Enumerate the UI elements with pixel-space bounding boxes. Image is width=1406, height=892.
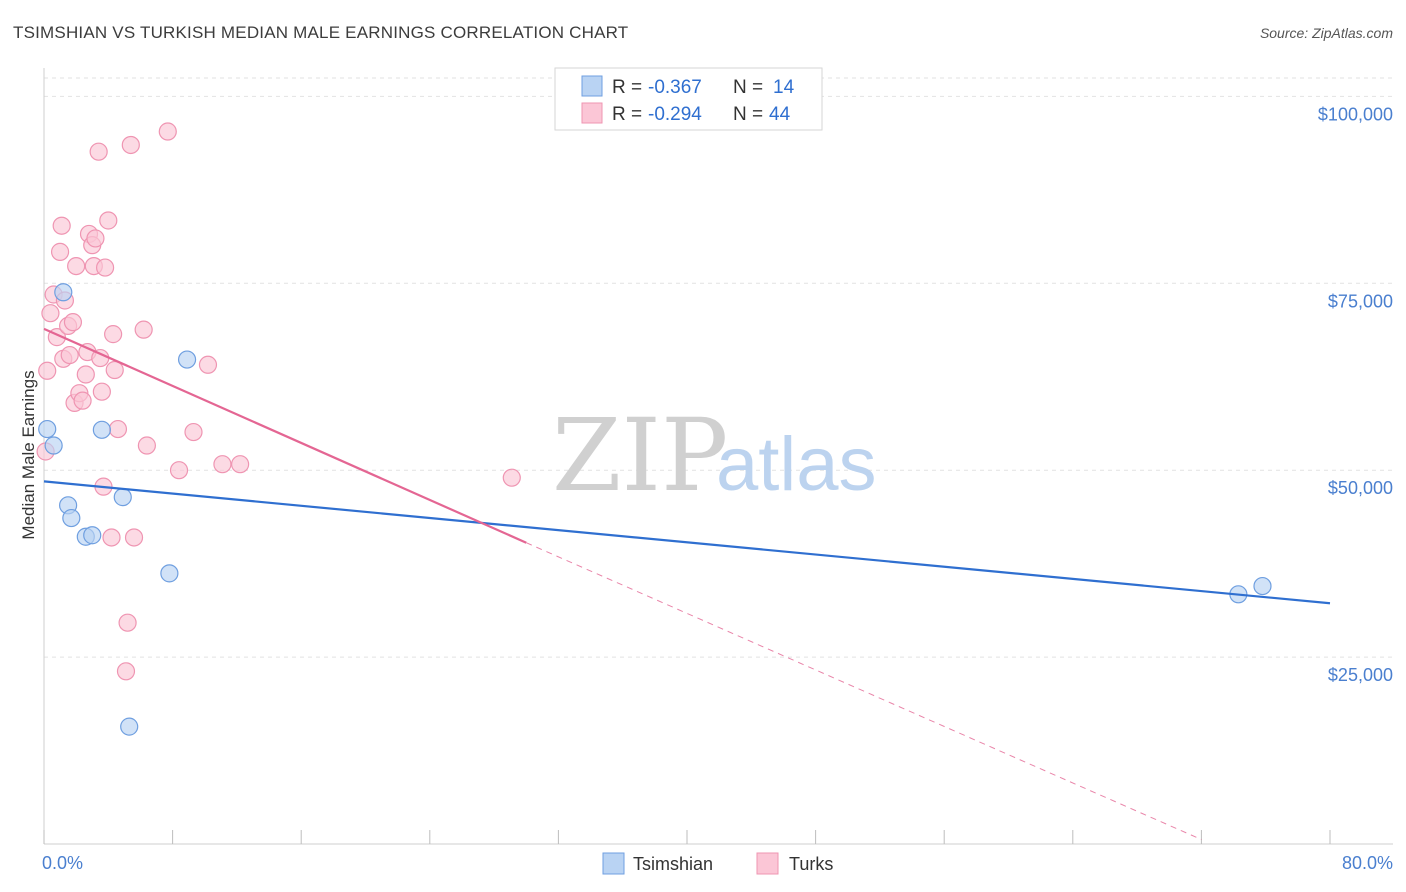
bottom-legend-swatch-turks <box>756 852 779 875</box>
legend-swatch-tsimshian <box>581 75 603 97</box>
turks-point <box>76 365 95 384</box>
turks-point <box>50 242 70 261</box>
tsimshian-point <box>177 350 197 369</box>
tsimshian-point <box>44 436 63 455</box>
y-tick-label-50000: $50,000 <box>1328 478 1393 498</box>
turks-point <box>95 258 115 277</box>
y-axis-label: Median Male Earnings <box>19 370 38 539</box>
tsimshian-point <box>120 717 139 736</box>
bottom-legend-label-tsimshian: Tsimshian <box>633 854 713 874</box>
chart-title: TSIMSHIAN VS TURKISH MEDIAN MALE EARNING… <box>13 23 628 42</box>
turks-trend-extension <box>526 542 1202 840</box>
tsimshian-point <box>83 526 102 545</box>
legend-top: R = -0.367 N = 14 R = -0.294 N = 44 <box>554 67 823 131</box>
turks-point <box>108 419 128 439</box>
tsimshian-point <box>54 283 73 302</box>
tsimshian-point <box>62 508 81 528</box>
legend-bottom: Tsimshian Turks <box>602 852 833 875</box>
turks-point <box>134 320 153 339</box>
tsimshian-point <box>113 488 132 507</box>
turks-point <box>63 313 83 332</box>
tsimshian-trend-line <box>43 480 1331 605</box>
y-tick-label-100000: $100,000 <box>1318 104 1393 124</box>
turks-point <box>502 468 521 487</box>
turks-point <box>104 325 123 344</box>
turks-point <box>169 461 189 480</box>
turks-point <box>52 216 71 235</box>
turks-point <box>92 382 111 401</box>
turks-point <box>213 455 232 474</box>
watermark-atlas: atlas <box>716 422 877 507</box>
turks-point <box>121 135 140 155</box>
series-tsimshian-points <box>38 283 1272 736</box>
legend-r-label-tsimshian: R = <box>612 77 642 98</box>
legend-r-value-turks: -0.294 <box>648 104 702 125</box>
trend-lines <box>43 327 1331 840</box>
turks-trend-line <box>43 327 527 544</box>
legend-r-label-turks: R = <box>612 104 642 125</box>
legend-r-value-tsimshian: -0.367 <box>648 77 702 98</box>
tsimshian-point <box>1253 576 1272 596</box>
watermark-zip: ZIP <box>552 397 728 514</box>
gridlines <box>44 77 1393 658</box>
y-tick-label-75000: $75,000 <box>1328 291 1393 311</box>
tsimshian-point <box>38 419 57 439</box>
legend-n-label-turks: N = <box>733 104 763 125</box>
legend-n-value-tsimshian: 14 <box>773 77 795 98</box>
turks-point <box>38 361 57 380</box>
x-tick-label-min: 0.0% <box>42 853 83 873</box>
turks-point <box>102 528 121 547</box>
turks-point <box>73 391 92 410</box>
chart-source: Source: ZipAtlas.com <box>1260 25 1393 41</box>
legend-swatch-turks <box>581 102 603 124</box>
turks-point <box>116 662 136 681</box>
turks-point <box>86 229 105 248</box>
turks-point <box>41 304 60 323</box>
tsimshian-point <box>160 564 179 583</box>
y-tick-label-25000: $25,000 <box>1328 665 1393 685</box>
tsimshian-point <box>92 420 111 439</box>
bottom-legend-label-turks: Turks <box>789 854 833 874</box>
turks-point <box>198 355 218 374</box>
turks-point <box>67 256 86 276</box>
x-tick-label-max: 80.0% <box>1342 853 1393 873</box>
legend-n-label-tsimshian: N = <box>733 77 763 98</box>
turks-point <box>231 455 250 474</box>
turks-point <box>184 422 203 442</box>
turks-point <box>124 528 144 547</box>
turks-point <box>158 122 177 141</box>
turks-point <box>137 436 156 455</box>
x-tick-marks <box>43 830 1331 844</box>
series-turks-points <box>36 122 521 681</box>
turks-point <box>118 613 137 632</box>
bottom-legend-swatch-tsimshian <box>602 852 625 875</box>
turks-point <box>89 142 108 161</box>
turks-point <box>99 211 118 230</box>
legend-n-value-turks: 44 <box>769 104 791 125</box>
turks-point <box>60 345 79 365</box>
turks-point <box>105 360 124 380</box>
